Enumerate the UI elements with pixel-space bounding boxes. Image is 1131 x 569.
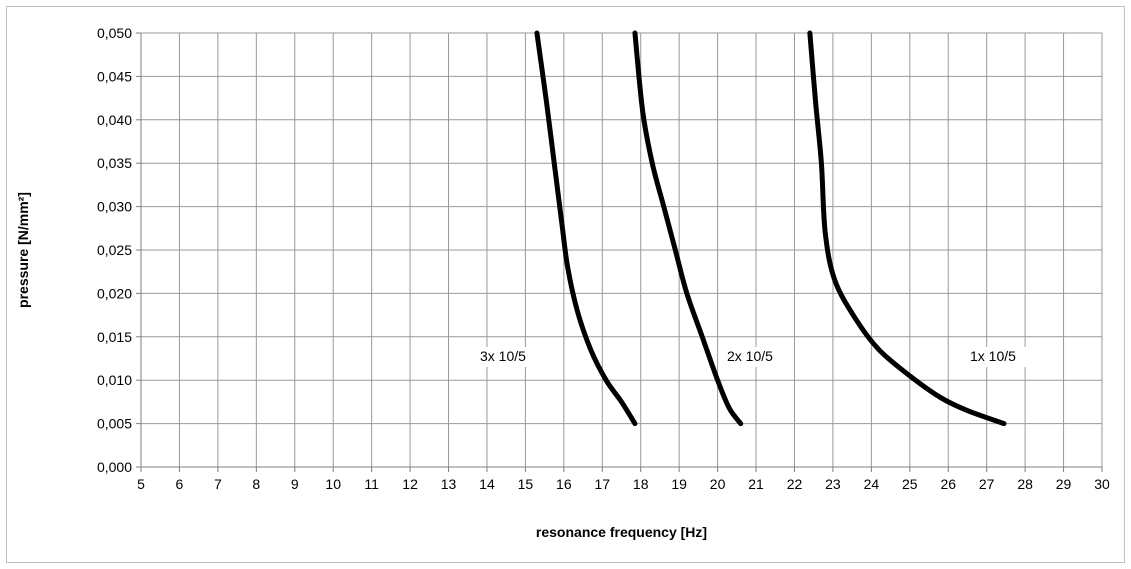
chart-frame	[6, 6, 1125, 563]
x-tick-label: 9	[291, 476, 299, 492]
x-tick-label: 15	[518, 476, 534, 492]
x-tick-label: 5	[137, 476, 145, 492]
y-tick-label: 0,005	[97, 416, 132, 432]
series-label-bg	[723, 347, 785, 367]
series-labels: 3x 10/5 2x 10/5 1x 10/5	[476, 347, 1028, 367]
series-label-bg	[966, 347, 1028, 367]
y-tick-label: 0,045	[97, 68, 132, 84]
x-tick-label: 13	[441, 476, 457, 492]
series-label-bg	[476, 347, 538, 367]
y-axis-title: pressure [N/mm²]	[15, 192, 31, 308]
x-tick-label: 20	[710, 476, 726, 492]
y-tick-label: 0,020	[97, 285, 132, 301]
x-tick-label: 27	[979, 476, 995, 492]
series-label-1: 3x 10/5	[480, 348, 526, 364]
x-tick-label: 22	[787, 476, 803, 492]
x-tick-label: 24	[864, 476, 880, 492]
x-tick-label: 26	[940, 476, 956, 492]
y-tick-label: 0,040	[97, 112, 132, 128]
x-tick-label: 25	[902, 476, 918, 492]
series-line-1	[534, 30, 638, 427]
x-tick-label: 12	[402, 476, 418, 492]
x-tick-label: 8	[252, 476, 260, 492]
x-tick-label: 29	[1056, 476, 1072, 492]
y-tick-label: 0,035	[97, 155, 132, 171]
series-label-3: 1x 10/5	[970, 348, 1016, 364]
y-tick-label: 0,000	[97, 459, 132, 475]
x-axis-title: resonance frequency [Hz]	[536, 524, 707, 540]
x-tick-label: 16	[556, 476, 572, 492]
x-tick-label: 28	[1017, 476, 1033, 492]
x-tick-label: 23	[825, 476, 841, 492]
y-tick-label: 0,015	[97, 329, 132, 345]
x-tick-label: 18	[633, 476, 649, 492]
x-tick-label: 11	[364, 476, 379, 492]
x-tick-label: 10	[325, 476, 341, 492]
tick-labels: 5 6 7 8 9 10 11 12 13 14 15 16 17 18 19 20 21 22 23 24 25 26 2…	[97, 25, 1110, 492]
axes-layer	[136, 32, 1103, 472]
x-tick-label: 19	[671, 476, 687, 492]
series-line-2	[632, 30, 744, 427]
x-tick-label: 21	[748, 476, 764, 492]
series-label-2: 2x 10/5	[727, 348, 773, 364]
y-tick-label: 0,025	[97, 242, 132, 258]
y-tick-label: 0,010	[97, 372, 132, 388]
x-tick-label: 30	[1094, 476, 1110, 492]
y-tick-label: 0,030	[97, 199, 132, 215]
x-tick-label: 17	[594, 476, 610, 492]
x-tick-label: 6	[176, 476, 184, 492]
x-tick-label: 14	[479, 476, 495, 492]
series-line-3	[807, 30, 1007, 427]
x-tick-label: 7	[214, 476, 222, 492]
y-tick-label: 0,050	[97, 25, 132, 41]
series-layer	[534, 30, 1007, 427]
